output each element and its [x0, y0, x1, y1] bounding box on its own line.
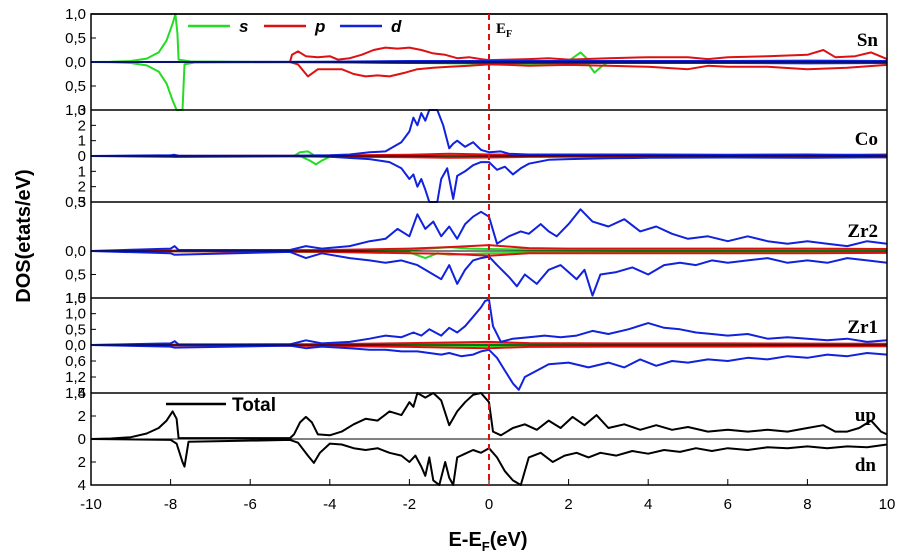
- y-tick-sn-dn-1: 1,0: [65, 102, 86, 119]
- x-tick-label-1: -8: [164, 496, 177, 513]
- svg-text:E-EF(eV): E-EF(eV): [448, 529, 527, 554]
- x-axis-title-unit: (eV): [490, 529, 528, 551]
- y-tick-sn-up-1: 0,5: [65, 30, 86, 47]
- y-tick-co-dn-1: 2: [78, 179, 86, 196]
- series-zr2-d-dn: [90, 250, 888, 297]
- series-sn-s-up: [90, 13, 887, 63]
- series-zr2-p-up: [90, 244, 888, 252]
- legend: s p d: [188, 17, 402, 36]
- y-tick-zr2-up-1: 0,0: [65, 243, 86, 260]
- y-tick-co-up-2: 1: [78, 133, 86, 150]
- total-legend-label: Total: [232, 395, 276, 416]
- series-zr1-p-up: [90, 340, 888, 346]
- legend-p-label: p: [314, 17, 325, 36]
- fermi-label-sub: F: [506, 29, 512, 40]
- y-tick-co-dn-0: 1: [78, 163, 86, 180]
- x-tick-label-0: -10: [80, 496, 102, 513]
- y-tick-sn-dn-0: 0,5: [65, 78, 86, 95]
- y-tick-total-dn-0: 2: [78, 454, 86, 471]
- fermi-label-main: E: [496, 21, 506, 37]
- panel-label-up: up: [855, 405, 876, 426]
- y-tick-co-dn-2: 3: [78, 194, 86, 211]
- x-tick-label-9: 8: [803, 496, 811, 513]
- panel-label-zr1: Zr1: [847, 317, 878, 338]
- y-tick-total-dn-1: 4: [78, 477, 86, 494]
- x-tick-label-3: -4: [323, 496, 336, 513]
- x-axis-title-sub: F: [482, 539, 490, 554]
- legend-s-label: s: [239, 17, 248, 36]
- series-zr2-d-up: [90, 208, 888, 252]
- y-tick-co-up-3: 0: [78, 148, 86, 165]
- x-tick-label-7: 4: [644, 496, 652, 513]
- series-sn-p-up: [91, 46, 888, 63]
- panel-label-dn: dn: [855, 455, 877, 476]
- series-zr2-s-up: [90, 246, 888, 252]
- y-tick-zr1-dn-2: 1,5: [65, 385, 86, 402]
- y-tick-total-up-1: 2: [78, 408, 86, 425]
- series-zr1-d-dn: [90, 344, 888, 391]
- series-total-total-dn: [90, 438, 888, 486]
- x-axis-title: E-EF(eV): [448, 529, 527, 554]
- y-tick-zr2-dn-0: 0,5: [65, 267, 86, 284]
- x-tick-label-8: 6: [724, 496, 732, 513]
- plot-frame: [90, 13, 888, 486]
- y-axis-title: DOS(etats/eV): [13, 169, 35, 302]
- fermi-level-label: EF: [496, 21, 512, 40]
- x-tick-label-2: -6: [244, 496, 257, 513]
- panel-label-zr2: Zr2: [847, 221, 878, 242]
- x-tick-label-4: -2: [403, 496, 416, 513]
- y-tick-zr2-up-0: 0,5: [65, 194, 86, 211]
- y-tick-total-up-0: 4: [78, 385, 86, 402]
- panel-label-co: Co: [855, 129, 878, 150]
- y-tick-co-up-1: 2: [78, 117, 86, 134]
- y-tick-zr1-dn-0: 0,6: [65, 353, 86, 370]
- legend-d-label: d: [391, 17, 402, 36]
- y-tick-zr2-dn-1: 1,0: [65, 290, 86, 307]
- x-axis-title-main: E-E: [448, 529, 481, 551]
- series-total-total-up: [90, 392, 888, 440]
- series-sn-p-dn: [91, 61, 888, 78]
- x-tick-label-10: 10: [879, 496, 896, 513]
- y-tick-total-up-2: 0: [78, 431, 86, 448]
- series-co-d-dn: [90, 155, 888, 203]
- x-tick-label-5: 0: [485, 496, 493, 513]
- series-zr1-d-up: [90, 298, 888, 346]
- y-tick-zr1-up-1: 1,0: [65, 306, 86, 323]
- y-tick-zr1-up-0: 1,5: [65, 290, 86, 307]
- panel-label-sn: Sn: [857, 30, 879, 51]
- x-tick-label-6: 2: [564, 496, 572, 513]
- series-zr2-p-dn: [90, 250, 888, 257]
- y-tick-co-up-0: 3: [78, 102, 86, 119]
- y-tick-sn-up-0: 1,0: [65, 6, 86, 23]
- labels-layer: 1,00,50,00,51,0Sn3210123Co0,50,00,51,0Zr…: [65, 6, 895, 513]
- y-tick-zr1-dn-1: 1,2: [65, 369, 86, 386]
- y-tick-zr1-up-3: 0,0: [65, 337, 86, 354]
- y-tick-zr1-up-2: 0,5: [65, 321, 86, 338]
- total-legend: Total: [166, 395, 276, 416]
- y-tick-sn-up-2: 0,0: [65, 54, 86, 71]
